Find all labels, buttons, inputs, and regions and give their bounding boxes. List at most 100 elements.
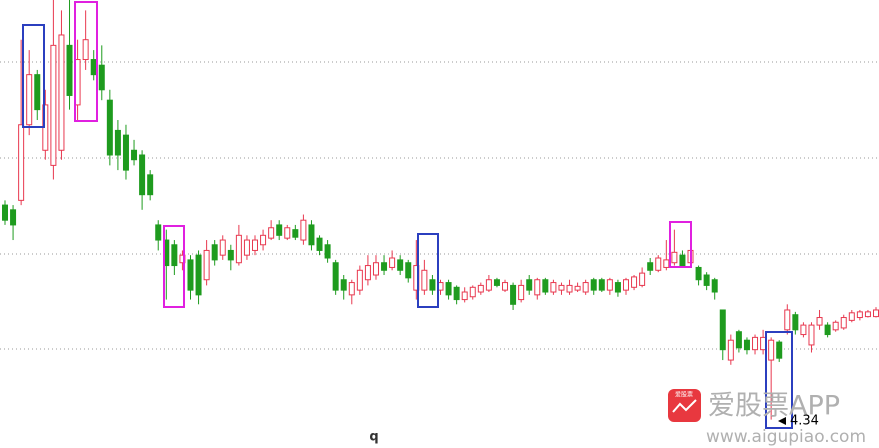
candle-body	[856, 311, 863, 319]
candle-body	[566, 284, 573, 293]
candle-body	[98, 64, 105, 91]
candle-body	[211, 244, 218, 261]
candle-body	[510, 284, 517, 305]
candle-body	[235, 234, 242, 264]
candle-body	[671, 251, 678, 264]
candle-body	[776, 341, 783, 359]
candle-body	[663, 259, 670, 268]
candle-body	[171, 244, 178, 267]
candle-body	[873, 309, 879, 318]
candle-body	[66, 44, 73, 96]
candle-body	[485, 279, 492, 291]
candle-body	[243, 239, 250, 256]
candle-body	[655, 257, 662, 271]
candle-body	[824, 324, 831, 336]
watermark-name: 爱股票APP	[708, 391, 840, 422]
candle-body	[292, 229, 299, 238]
candle-body	[469, 286, 476, 298]
candle-body	[348, 282, 355, 296]
candle-body	[679, 254, 686, 267]
highlight-box	[22, 24, 45, 128]
candle-body	[155, 224, 162, 241]
candle-body	[139, 154, 146, 196]
candle-body	[461, 291, 468, 301]
x-axis-label: q	[369, 430, 378, 445]
highlight-box	[765, 331, 793, 429]
candle-body	[477, 284, 484, 293]
candle-body	[332, 262, 339, 291]
low-arrow	[778, 417, 786, 425]
candle-body	[558, 284, 565, 291]
candle-body	[252, 239, 259, 251]
candle-body	[405, 262, 412, 279]
candle-body	[502, 282, 509, 291]
candle-body	[82, 39, 89, 61]
candle-body	[518, 284, 525, 301]
candle-body	[50, 44, 57, 166]
candle-body	[18, 124, 25, 201]
highlight-box	[417, 233, 439, 308]
candle-body	[768, 339, 775, 361]
candle-body	[260, 234, 267, 246]
watermark-url: www.aigupiao.com	[706, 427, 866, 447]
candle-body	[284, 227, 291, 239]
candle-body	[276, 224, 283, 236]
candles	[2, 0, 879, 420]
candle-body	[340, 279, 347, 291]
candle-body	[840, 317, 847, 329]
candle-body	[187, 259, 194, 291]
candle-body	[735, 331, 742, 349]
candle-body	[550, 282, 557, 293]
candle-body	[598, 279, 605, 291]
candle-body	[268, 227, 275, 239]
candle-body	[727, 339, 734, 361]
candle-body	[397, 259, 404, 271]
candle-body	[848, 312, 855, 321]
candle-body	[445, 282, 452, 296]
candle-body	[760, 336, 767, 351]
candle-body	[147, 174, 154, 196]
candle-body	[752, 336, 759, 351]
logo-text: 爱股票	[675, 391, 693, 399]
candle-body	[2, 204, 8, 221]
candle-body	[631, 276, 638, 288]
candle-body	[122, 134, 129, 171]
candle-body	[792, 314, 799, 331]
candle-body	[743, 339, 750, 351]
candle-body	[429, 279, 436, 291]
candle-body	[493, 279, 500, 286]
candle-body	[808, 324, 815, 346]
candle-body	[381, 262, 388, 271]
candle-body	[195, 254, 202, 296]
candle-body	[574, 285, 581, 291]
candle-body	[316, 237, 323, 251]
candle-body	[300, 219, 307, 241]
candle-body	[800, 324, 807, 336]
candle-body	[90, 59, 97, 76]
candle-body	[695, 266, 702, 281]
candle-body	[106, 99, 113, 156]
candle-body	[58, 34, 65, 151]
candle-body	[389, 257, 396, 268]
candle-body	[606, 279, 613, 291]
candle-body	[356, 269, 363, 291]
candle-body	[582, 282, 589, 293]
candle-body	[372, 262, 379, 276]
logo-line	[672, 399, 697, 413]
candle-body	[131, 149, 138, 161]
candle-body	[590, 279, 597, 291]
low-label: 4.34	[790, 414, 819, 429]
candle-body	[364, 265, 371, 281]
candle-body	[453, 286, 460, 301]
candle-body	[711, 279, 718, 293]
candle-body	[114, 129, 121, 156]
candle-body	[421, 269, 428, 291]
candle-body	[227, 249, 234, 261]
candle-body	[639, 272, 646, 286]
candle-body	[203, 249, 210, 281]
candle-body	[784, 309, 791, 331]
candle-body	[622, 279, 629, 291]
highlight-box	[163, 225, 185, 308]
candle-body	[219, 239, 226, 256]
candle-body	[542, 279, 549, 293]
